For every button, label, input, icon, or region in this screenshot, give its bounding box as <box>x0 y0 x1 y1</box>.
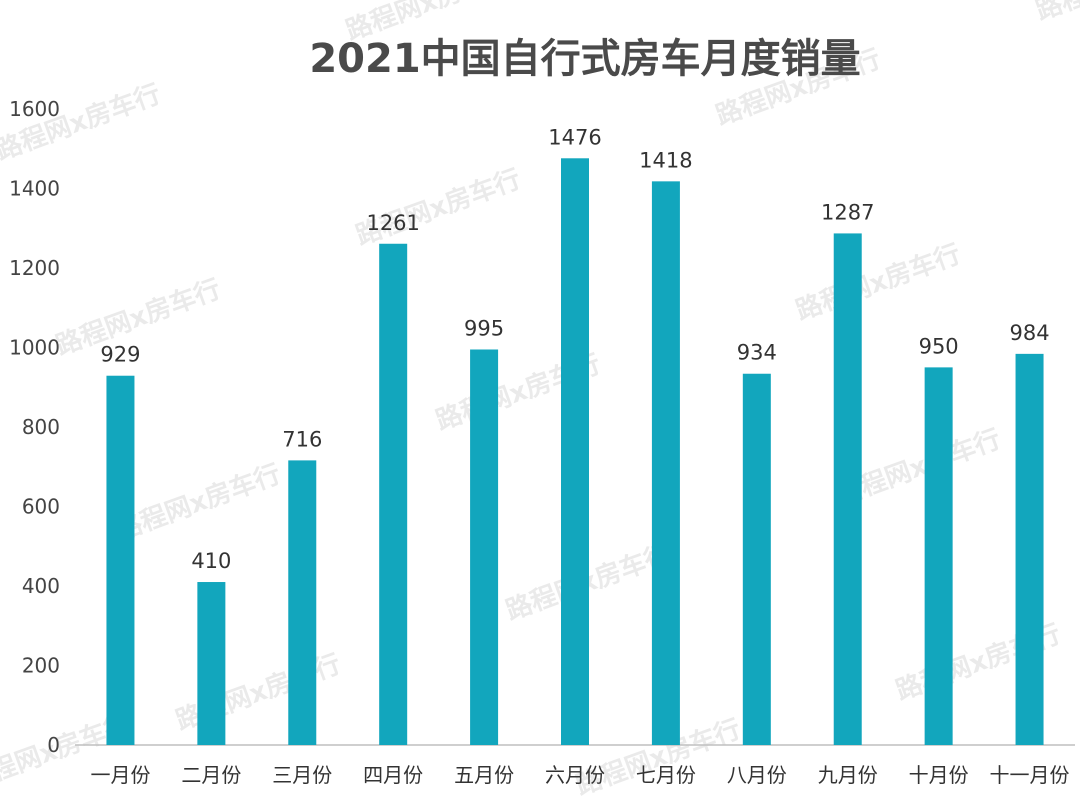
data-label: 1476 <box>548 125 601 149</box>
watermark-text: 路程网x房车行 <box>1032 0 1080 27</box>
bar <box>197 582 226 745</box>
data-label: 950 <box>919 334 959 358</box>
y-tick-label: 1600 <box>9 97 60 121</box>
watermark-text: 路程网x房车行 <box>792 238 965 326</box>
bar <box>106 375 135 745</box>
bar <box>742 373 771 745</box>
y-tick-label: 600 <box>22 495 60 519</box>
data-label: 410 <box>191 549 231 573</box>
y-tick-label: 200 <box>22 654 60 678</box>
bar <box>651 181 680 746</box>
bar <box>379 243 408 745</box>
x-tick-label: 十月份 <box>909 763 969 787</box>
x-tick-label: 五月份 <box>454 763 514 787</box>
data-label: 934 <box>737 341 777 365</box>
y-tick-label: 1000 <box>9 336 60 360</box>
data-label: 929 <box>100 343 140 367</box>
bar <box>1015 353 1044 745</box>
bars <box>106 158 1044 746</box>
y-tick-label: 0 <box>47 733 60 757</box>
x-tick-label: 二月份 <box>181 763 241 787</box>
bar <box>924 367 953 745</box>
x-tick-label: 四月份 <box>363 763 423 787</box>
bar <box>561 158 589 746</box>
data-labels: 929 410 716 1261 995 1476 1418 934 1287 950 984 <box>100 125 1049 573</box>
watermark-text: 路程网x房车行 <box>112 458 285 546</box>
x-axis: 一月份 二月份 三月份 四月份 五月份 六月份 七月份 八月份 九月份 十月份 十一月份 <box>90 763 1069 787</box>
x-tick-label: 七月份 <box>636 763 696 787</box>
bar <box>288 460 317 745</box>
x-tick-label: 九月份 <box>818 763 878 787</box>
y-tick-label: 800 <box>22 415 60 439</box>
x-tick-label: 三月份 <box>272 763 332 787</box>
watermark-text: 路程网x房车行 <box>0 78 165 166</box>
y-tick-label: 1400 <box>9 177 60 201</box>
x-tick-label: 八月份 <box>727 763 787 787</box>
x-tick-label: 十一月份 <box>990 763 1070 787</box>
data-label: 1287 <box>821 200 874 224</box>
data-label: 995 <box>464 316 504 340</box>
x-tick-label: 一月份 <box>90 763 150 787</box>
bar <box>470 349 499 745</box>
y-axis: 0 200 400 600 800 1000 1200 1400 1600 <box>9 97 60 757</box>
data-label: 1418 <box>639 148 692 172</box>
watermark-text: 路程网x房车行 <box>352 163 525 251</box>
data-label: 1261 <box>366 211 419 235</box>
data-label: 716 <box>282 427 322 451</box>
y-tick-label: 400 <box>22 574 60 598</box>
y-tick-label: 1200 <box>9 256 60 280</box>
chart-title: 2021中国自行式房车月度销量 <box>309 36 860 82</box>
bar <box>833 233 862 746</box>
data-label: 984 <box>1009 321 1049 345</box>
x-tick-label: 六月份 <box>545 763 605 787</box>
